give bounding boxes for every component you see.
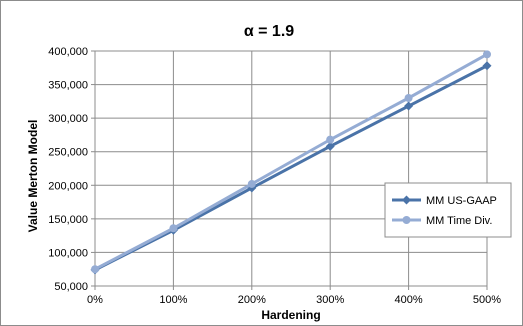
data-point-series-2 xyxy=(247,179,256,188)
y-tick-label: 250,000 xyxy=(48,147,88,159)
legend-label-1: MM US-GAAP xyxy=(426,195,497,207)
y-tick-label: 50,000 xyxy=(54,281,88,293)
x-tick-label: 500% xyxy=(473,294,501,306)
data-point-series-2 xyxy=(483,50,491,59)
series-line-2 xyxy=(94,53,488,271)
y-tick-label: 350,000 xyxy=(48,80,88,92)
data-point-series-2 xyxy=(91,265,99,274)
x-tick-label: 0% xyxy=(87,294,103,306)
series-line-1 xyxy=(94,64,488,272)
data-point-series-2 xyxy=(326,135,335,144)
y-axis-label: Value Merton Model xyxy=(26,120,40,233)
x-tick-label: 200% xyxy=(238,294,266,306)
x-tick-label: 400% xyxy=(395,294,423,306)
legend-box xyxy=(384,182,512,238)
data-point-series-2 xyxy=(404,94,413,102)
legend: MM US-GAAP MM Time Div. xyxy=(384,182,512,238)
y-tick-label: 200,000 xyxy=(48,180,88,192)
chart-title: α = 1.9 xyxy=(244,23,294,40)
y-tick-label: 300,000 xyxy=(48,113,88,125)
x-axis-label: Hardening xyxy=(261,308,320,322)
legend-marker-1 xyxy=(402,195,411,205)
tick-labels: 50,000 100,000 150,000 200,000 250,000 300,00… xyxy=(48,46,501,306)
legend-label-2: MM Time Div. xyxy=(426,215,492,227)
x-tick-label: 100% xyxy=(159,294,187,306)
data-point-series-2 xyxy=(169,224,178,233)
data-point-series-1 xyxy=(482,61,492,71)
data-point-series-1 xyxy=(325,141,335,151)
axes xyxy=(91,50,488,290)
x-tick-label: 300% xyxy=(316,294,344,306)
data-point-series-1 xyxy=(404,101,414,111)
legend-marker-2 xyxy=(402,216,411,224)
y-tick-label: 100,000 xyxy=(48,247,88,259)
series-group xyxy=(90,50,492,275)
y-tick-label: 400,000 xyxy=(48,46,88,58)
grid-lines xyxy=(94,50,488,287)
y-tick-label: 150,000 xyxy=(48,214,88,226)
